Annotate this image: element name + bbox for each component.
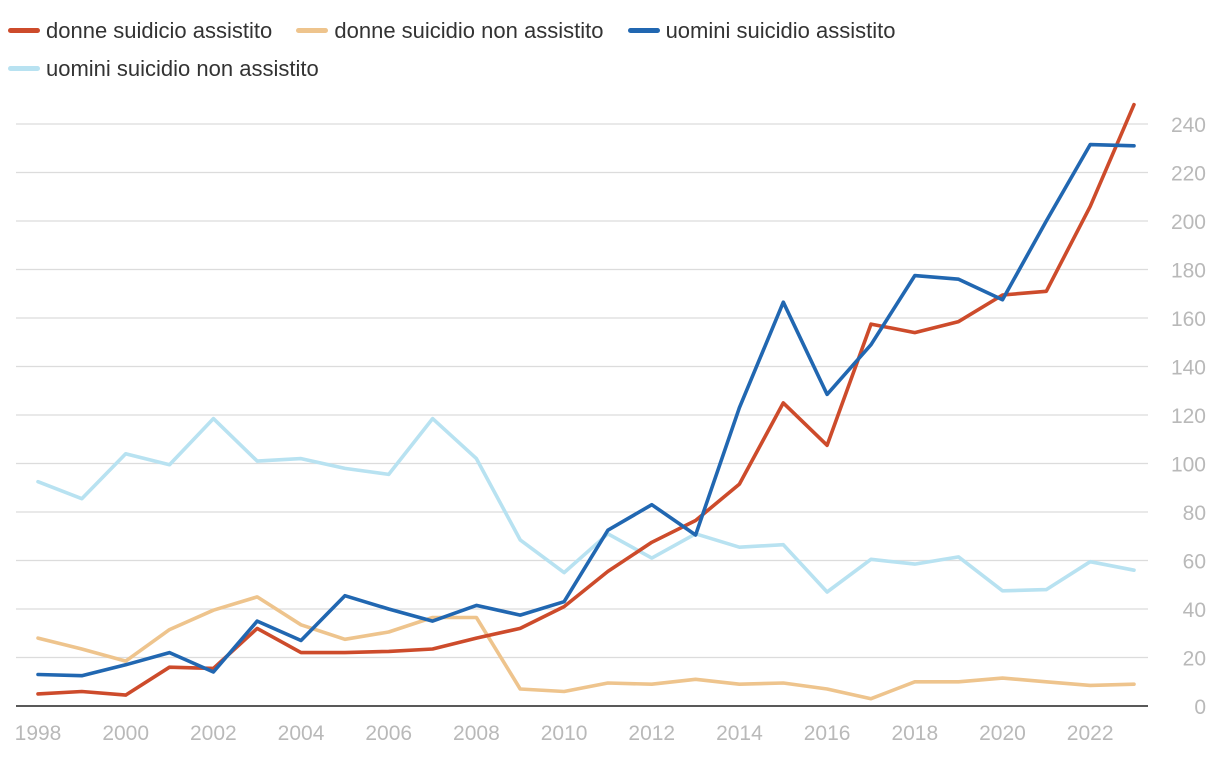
y-tick-label: 140	[1171, 357, 1206, 380]
legend-swatch-donne-assistito	[8, 27, 40, 33]
y-tick-label: 20	[1183, 648, 1206, 671]
x-tick-label: 2006	[365, 722, 412, 745]
legend-label-uomini-assistito: uomini suicidio assistito	[665, 18, 896, 43]
legend-item-uomini-non-assistito[interactable]: uomini suicidio non assistito	[8, 50, 319, 88]
legend-item-uomini-assistito[interactable]: uomini suicidio assistito	[627, 12, 896, 50]
x-tick-label: 2000	[102, 722, 149, 745]
legend-label-donne-non-assistito: donne suicidio non assistito	[334, 18, 604, 43]
y-tick-label: 0	[1194, 696, 1206, 719]
x-tick-label: 2022	[1067, 722, 1114, 745]
y-tick-label: 120	[1171, 405, 1206, 428]
series-line-donne-suidicio-assistito[interactable]	[36, 102, 1136, 697]
legend-label-uomini-non-assistito: uomini suicidio non assistito	[46, 56, 319, 81]
x-tick-label: 2014	[716, 722, 763, 745]
series-line-uomini-suicidio-non-assistito[interactable]	[36, 416, 1136, 594]
series-line-uomini-suicidio-assistito[interactable]	[36, 142, 1136, 678]
y-tick-label: 180	[1171, 260, 1206, 283]
y-tick-label: 60	[1183, 551, 1206, 574]
y-tick-label: 160	[1171, 308, 1206, 331]
y-tick-label: 240	[1171, 114, 1206, 137]
y-tick-label: 220	[1171, 163, 1206, 186]
series-line-donne-suicidio-non-assistito[interactable]	[36, 595, 1136, 701]
x-tick-label: 2010	[541, 722, 588, 745]
y-axis-ticks: 0 20 40 60 80 100 120 140 160 180 200 220 240	[1171, 114, 1206, 719]
x-tick-label: 2016	[804, 722, 851, 745]
x-tick-label: 2020	[979, 722, 1026, 745]
y-tick-label: 40	[1183, 599, 1206, 622]
y-tick-label: 200	[1171, 211, 1206, 234]
legend-label-donne-assistito: donne suidicio assistito	[46, 18, 273, 43]
gridlines	[16, 123, 1148, 659]
x-axis-ticks: 1998 2000 2002 2004 2006 2008 2010 2012 2014 2016…	[15, 722, 1114, 745]
x-tick-label: 1998	[15, 722, 62, 745]
series-lines	[36, 102, 1136, 701]
legend-swatch-uomini-non-assistito	[8, 65, 40, 71]
x-tick-label: 2018	[891, 722, 938, 745]
legend-swatch-donne-non-assistito	[296, 27, 329, 33]
legend-swatch-uomini-assistito	[627, 27, 660, 33]
x-tick-label: 2008	[453, 722, 500, 745]
legend-item-donne-non-assistito[interactable]: donne suicidio non assistito	[296, 12, 603, 50]
x-tick-label: 2002	[190, 722, 237, 745]
x-tick-label: 2012	[628, 722, 675, 745]
y-tick-label: 80	[1183, 502, 1206, 525]
legend-item-donne-assistito[interactable]: donne suidicio assistito	[8, 12, 272, 50]
x-tick-label: 2004	[278, 722, 325, 745]
legend: donne suidicio assistito donne suicidio …	[8, 12, 1208, 88]
y-tick-label: 100	[1171, 454, 1206, 477]
